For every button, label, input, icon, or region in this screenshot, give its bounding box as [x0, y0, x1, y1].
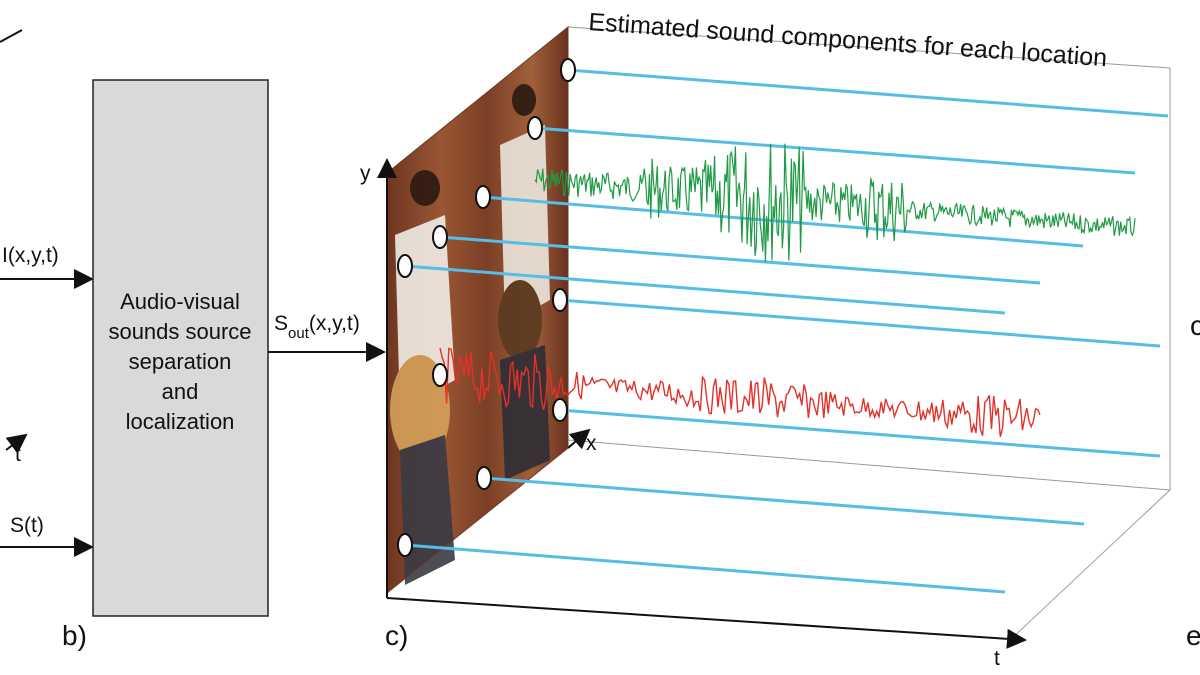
location-traces — [404, 68, 1169, 594]
panel-label-e-partial: e — [1186, 620, 1200, 651]
x-axis-label: x — [586, 432, 597, 455]
box-floor-back-edge — [567, 439, 1171, 491]
location-marker-9 — [476, 466, 492, 490]
video-frame — [386, 25, 569, 595]
box-top-edge — [567, 26, 1171, 69]
x-axis — [567, 428, 591, 450]
location-marker-5 — [397, 254, 413, 278]
t-axis — [386, 597, 1027, 649]
t-axis-label: t — [994, 647, 1000, 670]
trace-line-4 — [439, 235, 1041, 285]
separation-block: Audio-visual sounds source separation an… — [92, 79, 269, 617]
block-line-1: Audio-visual — [120, 289, 240, 314]
waveform-red — [439, 347, 1041, 437]
block-line-5: localization — [126, 409, 235, 434]
musician-1-legs — [400, 435, 455, 585]
input-image-label: I(x,y,t) — [2, 244, 59, 267]
trace-line-6 — [559, 298, 1161, 348]
trace-line-7 — [559, 408, 1161, 458]
trace-line-2 — [534, 126, 1136, 175]
axes: y x t — [360, 158, 1027, 670]
location-marker-7 — [432, 363, 448, 387]
separation-block-box — [92, 79, 269, 617]
time-axis-arrow — [5, 433, 28, 454]
output-label-args: (x,y,t) — [309, 312, 360, 335]
trace-line-3 — [482, 195, 1084, 248]
waveform-green — [534, 143, 1136, 262]
input-image-signal: I(x,y,t) — [0, 244, 94, 289]
location-marker-3 — [475, 185, 491, 209]
panel-label-d-partial: c — [1190, 310, 1200, 341]
block-line-2: sounds source — [108, 319, 251, 344]
time-axis-label: t — [15, 443, 21, 466]
location-marker-6 — [552, 288, 568, 312]
volume-box — [567, 26, 1171, 641]
output-label-base: S — [274, 312, 288, 335]
trace-line-1 — [567, 68, 1169, 118]
musician-2-legs — [500, 345, 550, 480]
trace-line-9 — [404, 543, 1006, 594]
location-marker-8 — [552, 398, 568, 422]
block-line-3: separation — [129, 349, 232, 374]
corner-fragment-line — [0, 29, 23, 43]
input-audio-label: S(t) — [10, 514, 44, 537]
input-audio-signal: S(t) — [0, 514, 94, 557]
location-markers — [397, 58, 576, 557]
trace-line-8 — [483, 476, 1085, 526]
title: Estimated sound components for each loca… — [588, 8, 1108, 72]
location-marker-2 — [527, 116, 543, 140]
output-label-subscript: out — [288, 325, 310, 342]
panel-label-b: b) — [62, 620, 87, 651]
box-floor-side-edge — [1009, 489, 1171, 641]
block-line-4: and — [162, 379, 199, 404]
panel-label-c: c) — [385, 620, 408, 651]
musician-1-head — [410, 170, 440, 206]
input-time-axis: t — [5, 433, 28, 466]
trace-line-5 — [404, 264, 1006, 315]
guitar-2 — [498, 280, 542, 360]
location-marker-10 — [397, 533, 413, 557]
location-marker-4 — [432, 225, 448, 249]
y-axis-label: y — [360, 162, 371, 185]
output-signal: Sout(x,y,t) — [268, 312, 386, 362]
output-label: Sout(x,y,t) — [274, 312, 360, 342]
location-marker-1 — [560, 58, 576, 82]
musician-2-head — [512, 84, 536, 116]
